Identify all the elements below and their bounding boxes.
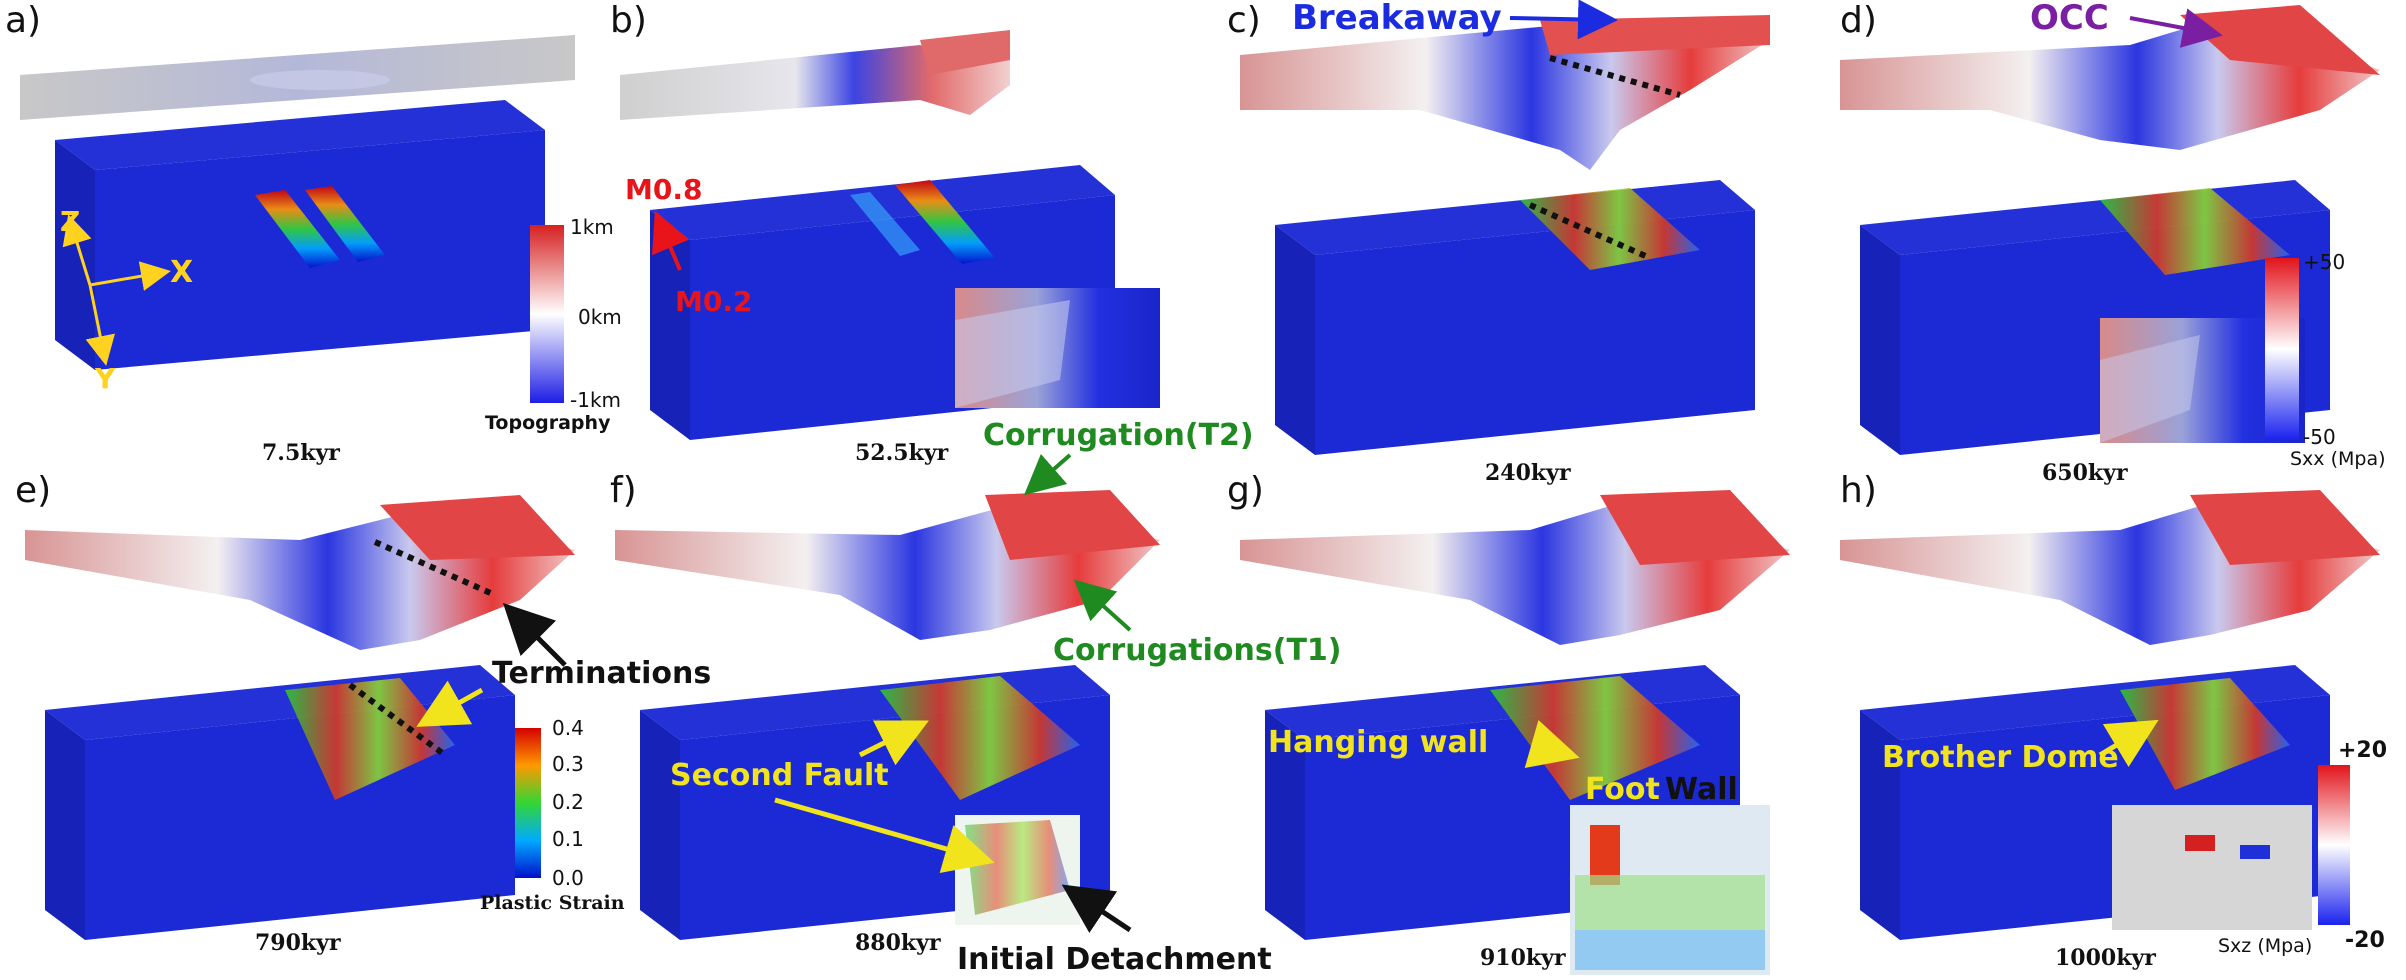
strain-tick-2: 0.2 (552, 790, 584, 814)
panel-e-block (45, 665, 515, 940)
initial-detachment-arrow (1061, 884, 1132, 933)
panel-c-block (1275, 180, 1755, 455)
terminations-arrow-2 (416, 680, 484, 727)
brother-dome-arrow (2098, 719, 2159, 768)
time-f: 880kyr (855, 930, 941, 956)
time-c: 240kyr (1485, 460, 1571, 486)
panel-b-surface (620, 30, 1010, 120)
label-corrugation-t2: Corrugation(T2) (983, 418, 1254, 453)
label-second-fault: Second Fault (670, 758, 889, 793)
time-d: 650kyr (2042, 460, 2128, 486)
label-brother-dome: Brother Dome (1882, 740, 2119, 775)
strain-tick-1: 0.3 (552, 752, 584, 776)
label-m02: M0.2 (675, 285, 753, 318)
panel-label-c: c) (1227, 0, 1261, 41)
time-b: 52.5kyr (855, 440, 949, 466)
hanging-wall-arrow (1524, 719, 1580, 769)
breakaway-arrow (1509, 0, 1618, 40)
label-m08: M0.8 (625, 173, 703, 206)
panel-label-d: d) (1840, 0, 1877, 41)
sxz-top: +20 (2338, 738, 2388, 763)
panel-a-block (55, 100, 545, 370)
colorbar-topography (530, 225, 564, 403)
panel-c-surface (1240, 15, 1770, 170)
panel-b-inset (955, 288, 1160, 408)
axis-label-z: Z (60, 205, 81, 238)
time-e: 790kyr (255, 930, 341, 956)
panel-label-h: h) (1840, 470, 1877, 511)
time-a: 7.5kyr (262, 440, 340, 466)
panel-e-surface (25, 495, 575, 650)
label-hanging-wall: Hanging wall (1268, 725, 1489, 760)
label-initial-detachment: Initial Detachment (957, 942, 1272, 977)
panel-a-surface (20, 35, 575, 120)
label-foot: Foot (1585, 772, 1660, 807)
topography-bottom: -1km (570, 388, 622, 412)
panel-f-block (640, 665, 1110, 940)
panel-g-surface (1240, 490, 1790, 645)
topography-top: 1km (570, 215, 614, 239)
panel-label-f: f) (610, 470, 637, 511)
terminations-arrow (502, 602, 567, 667)
sxx-top: +50 (2303, 250, 2346, 274)
axes-triad (62, 214, 171, 366)
axis-label-x: X (170, 255, 194, 290)
time-h: 1000kyr (2055, 945, 2156, 971)
colorbar-sxz (2318, 765, 2350, 925)
corrugations-t1-arrow (1074, 579, 1132, 632)
second-fault-arrow (858, 720, 929, 766)
sxz-bottom: -20 (2345, 928, 2385, 953)
panel-label-a: a) (5, 0, 42, 41)
colorbar-plastic-strain (515, 728, 541, 878)
label-corrugations-t1: Corrugations(T1) (1053, 633, 1342, 668)
label-terminations: Terminations (492, 656, 712, 691)
topography-title: Topography (485, 412, 611, 434)
time-g: 910kyr (1480, 945, 1566, 971)
panel-d-surface (1840, 5, 2380, 150)
panel-label-g: g) (1227, 470, 1264, 511)
strain-tick-4: 0.0 (552, 866, 584, 890)
panel-h-surface (1840, 490, 2380, 645)
label-occ: OCC (2030, 0, 2109, 38)
m-arrow (652, 210, 689, 271)
label-breakaway: Breakaway (1292, 0, 1502, 38)
strain-tick-0: 0.4 (552, 716, 584, 740)
colorbar-sxx (2265, 258, 2299, 440)
second-fault-arrow-2 (774, 797, 995, 874)
topography-mid: 0km (578, 305, 622, 329)
occ-arrow (2129, 8, 2223, 48)
panel-h-inset (2112, 805, 2312, 930)
panel-f-inset (955, 815, 1080, 925)
sxx-title: Sxx (Mpa) (2290, 448, 2386, 470)
strain-tick-3: 0.1 (552, 827, 584, 851)
panel-g-inset (1570, 805, 1770, 975)
sxz-title: Sxz (Mpa) (2218, 935, 2313, 957)
axis-label-y: Y (95, 362, 116, 395)
corrugation-t2-arrow (1023, 453, 1072, 496)
label-wall: Wall (1665, 772, 1738, 807)
panel-label-b: b) (610, 0, 647, 41)
sxx-bottom: -50 (2303, 425, 2336, 449)
panel-label-e: e) (15, 470, 52, 511)
strain-title: Plastic Strain (480, 892, 625, 914)
panel-f-surface (615, 490, 1160, 640)
